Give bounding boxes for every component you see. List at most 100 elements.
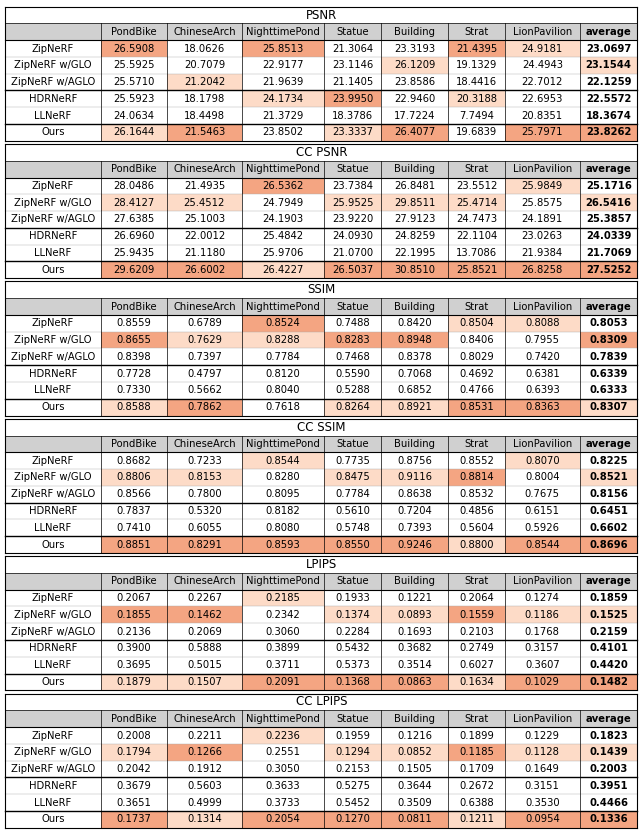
- Text: 0.2064: 0.2064: [459, 593, 494, 603]
- Bar: [324, 744, 381, 760]
- Bar: [504, 124, 580, 140]
- Text: 0.3679: 0.3679: [116, 781, 151, 791]
- Text: LLNeRF: LLNeRF: [35, 248, 72, 258]
- Bar: [242, 74, 324, 91]
- Bar: [504, 607, 580, 623]
- Text: 0.3060: 0.3060: [266, 627, 300, 637]
- Text: LPIPS: LPIPS: [306, 558, 337, 571]
- Text: LLNeRF: LLNeRF: [35, 523, 72, 533]
- Bar: [242, 124, 324, 140]
- Bar: [324, 124, 381, 140]
- Bar: [166, 261, 242, 278]
- Bar: [5, 91, 101, 107]
- Bar: [504, 794, 580, 811]
- Bar: [242, 519, 324, 536]
- Bar: [381, 298, 449, 315]
- Bar: [242, 673, 324, 691]
- Text: 0.6339: 0.6339: [589, 369, 628, 379]
- Text: 0.1794: 0.1794: [116, 747, 151, 757]
- Text: ZipNeRF: ZipNeRF: [32, 730, 74, 740]
- Bar: [5, 811, 101, 828]
- Text: 0.3050: 0.3050: [266, 764, 300, 774]
- Bar: [580, 107, 637, 124]
- Bar: [166, 298, 242, 315]
- Text: 0.1211: 0.1211: [459, 814, 494, 824]
- Text: 24.7473: 24.7473: [456, 214, 497, 224]
- Text: 0.8040: 0.8040: [266, 386, 300, 396]
- Text: 0.8053: 0.8053: [589, 318, 628, 328]
- Bar: [324, 573, 381, 590]
- Bar: [504, 590, 580, 607]
- Bar: [449, 315, 504, 332]
- Bar: [504, 711, 580, 727]
- Text: 0.1912: 0.1912: [187, 764, 222, 774]
- Bar: [242, 711, 324, 727]
- Text: 25.1003: 25.1003: [184, 214, 225, 224]
- Text: 0.8948: 0.8948: [397, 335, 432, 345]
- Bar: [5, 469, 101, 486]
- Text: Statue: Statue: [336, 439, 369, 449]
- Bar: [504, 536, 580, 553]
- Bar: [381, 640, 449, 656]
- Text: PSNR: PSNR: [306, 8, 337, 22]
- Text: SSIM: SSIM: [307, 283, 335, 297]
- Bar: [242, 228, 324, 244]
- Bar: [242, 57, 324, 74]
- Bar: [242, 590, 324, 607]
- Bar: [449, 711, 504, 727]
- Bar: [5, 74, 101, 91]
- Text: 0.1270: 0.1270: [335, 814, 370, 824]
- Text: 0.6333: 0.6333: [589, 386, 628, 396]
- Text: 0.4797: 0.4797: [187, 369, 222, 379]
- Bar: [5, 452, 101, 469]
- Text: 0.1959: 0.1959: [335, 730, 370, 740]
- Bar: [580, 382, 637, 399]
- Text: average: average: [586, 439, 632, 449]
- Text: ZipNeRF: ZipNeRF: [32, 181, 74, 191]
- Text: 0.1879: 0.1879: [116, 677, 151, 687]
- Bar: [324, 178, 381, 194]
- Bar: [580, 124, 637, 140]
- Bar: [580, 519, 637, 536]
- Text: 0.3733: 0.3733: [266, 798, 300, 808]
- Bar: [381, 57, 449, 74]
- Bar: [580, 178, 637, 194]
- Text: 0.7420: 0.7420: [525, 352, 559, 361]
- Text: 0.2069: 0.2069: [187, 627, 222, 637]
- Bar: [580, 486, 637, 503]
- Text: 13.7086: 13.7086: [456, 248, 497, 258]
- Text: 0.1186: 0.1186: [525, 610, 560, 620]
- Text: Building: Building: [394, 27, 435, 37]
- Bar: [324, 161, 381, 178]
- Text: NighttimePond: NighttimePond: [246, 165, 320, 175]
- Text: 0.2672: 0.2672: [459, 781, 494, 791]
- Bar: [242, 161, 324, 178]
- Bar: [166, 178, 242, 194]
- Bar: [101, 161, 166, 178]
- Bar: [504, 760, 580, 778]
- Text: 25.9435: 25.9435: [113, 248, 154, 258]
- Text: 23.0263: 23.0263: [522, 231, 563, 241]
- Text: 0.8544: 0.8544: [525, 539, 559, 549]
- Text: 0.1693: 0.1693: [397, 627, 432, 637]
- Text: 18.4416: 18.4416: [456, 77, 497, 87]
- Bar: [580, 298, 637, 315]
- Bar: [5, 503, 101, 519]
- Text: 26.8481: 26.8481: [394, 181, 435, 191]
- Text: 21.0700: 21.0700: [332, 248, 373, 258]
- Text: 24.7949: 24.7949: [262, 198, 303, 208]
- Bar: [5, 590, 101, 607]
- Text: ZipNeRF w/GLO: ZipNeRF w/GLO: [14, 610, 92, 620]
- Text: average: average: [586, 577, 632, 587]
- Text: NighttimePond: NighttimePond: [246, 439, 320, 449]
- Bar: [449, 107, 504, 124]
- Text: ZipNeRF: ZipNeRF: [32, 455, 74, 465]
- Text: 0.8504: 0.8504: [459, 318, 494, 328]
- Bar: [242, 366, 324, 382]
- Bar: [449, 778, 504, 794]
- Text: 0.2236: 0.2236: [266, 730, 300, 740]
- Text: 0.3633: 0.3633: [266, 781, 300, 791]
- Bar: [381, 469, 449, 486]
- Bar: [504, 107, 580, 124]
- Text: 21.7069: 21.7069: [586, 248, 632, 258]
